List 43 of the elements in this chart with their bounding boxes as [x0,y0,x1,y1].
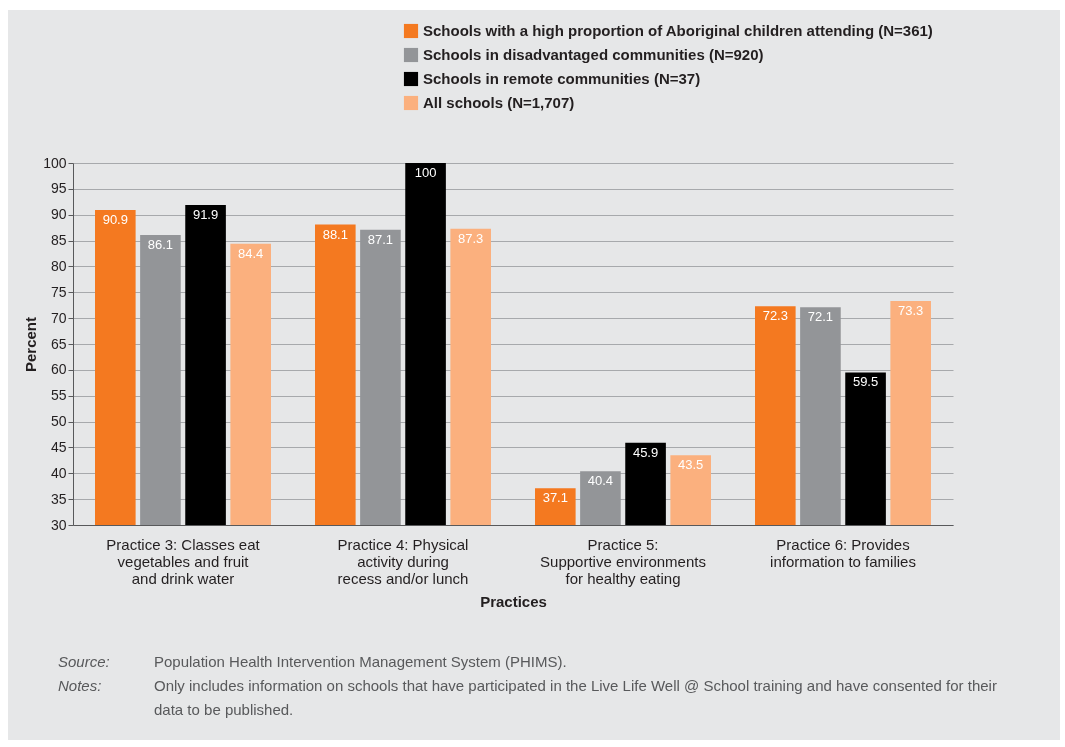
data-label: 59.5 [852,374,879,390]
x-tick-label: Practice 6: Provides information to families [770,535,916,570]
y-axis-title: Percent [22,316,40,373]
y-tick-label: 30 [50,516,67,533]
legend-label: Schools in disadvantaged communities (N=920) [423,46,764,63]
y-tick-label: 55 [50,387,67,404]
legend-label: All schools (N=1,707) [423,94,575,111]
data-label: 72.1 [807,309,834,325]
data-label: 84.4 [238,245,264,261]
y-tick-label: 85 [50,232,67,249]
y-tick-label: 45 [50,438,67,455]
data-label: 90.9 [102,212,128,228]
text: Notes: Only includes information on schools that have participated in the Live Life Well @ School training and have consented for their data to be published. [58,677,997,718]
data-label: 40.4 [587,473,614,489]
data-label: 72.3 [762,308,788,324]
x-tick-label: Practice 5: Supportive environments for healthy eating [540,535,706,587]
data-label: 45.9 [632,444,659,460]
y-tick-label: 50 [50,413,67,430]
data-label: 87.1 [367,231,394,247]
y-tick-label: 60 [50,361,67,378]
y-tick-label: 90 [50,206,67,223]
data-label: 73.3 [898,303,924,319]
y-tick-label: 70 [50,309,67,326]
x-tick-label: Practice 4: Physical activity during recess and/or lunch [337,535,469,587]
data-label: 100 [414,165,437,180]
legend-label: Schools in remote communities (N=37) [423,70,701,87]
data-label: 86.1 [147,236,174,252]
y-tick-label: 40 [50,464,67,481]
data-label: 43.5 [678,457,704,473]
x-axis-title: Practices [480,592,547,610]
data-label: 91.9 [192,206,219,222]
text: Source: Population Health Intervention Management System (PHIMS). [58,653,567,670]
x-tick-label: Practice 3: Classes eat vegetables and fruit and drink water [106,535,261,587]
legend-label: Schools with a high proportion of Aboriginal children attending (N=361) [423,22,933,39]
data-label: 87.3 [458,230,484,246]
y-tick-label: 100 [43,154,67,171]
data-label: 37.1 [542,490,568,506]
y-tick-label: 65 [50,335,67,352]
data-label: 88.1 [322,226,348,242]
y-tick-label: 80 [50,257,67,274]
y-tick-label: 95 [50,180,67,197]
y-tick-label: 75 [50,283,67,300]
y-tick-label: 35 [50,490,67,507]
